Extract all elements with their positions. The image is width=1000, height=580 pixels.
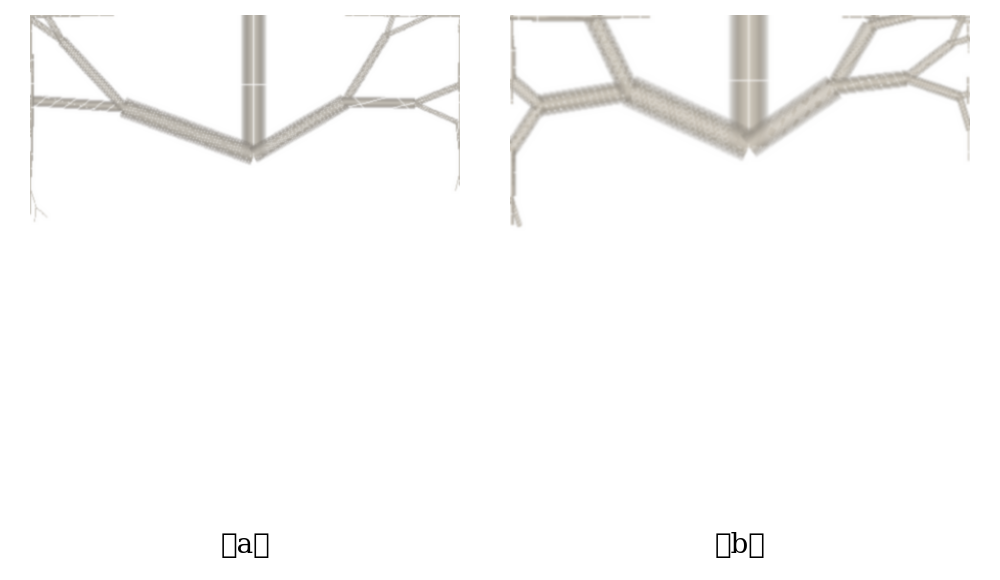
Text: （b）: （b） xyxy=(715,531,765,559)
Text: （a）: （a） xyxy=(220,531,270,559)
